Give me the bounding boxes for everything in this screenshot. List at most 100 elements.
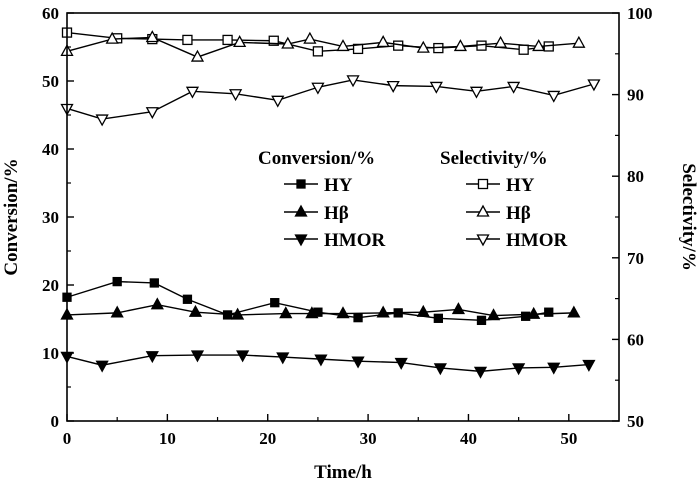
data-point [416, 304, 430, 317]
legend-label: HY [324, 175, 353, 196]
data-point [112, 276, 122, 287]
data-point [433, 363, 447, 376]
series-conversion-2 [60, 350, 596, 379]
x-tick-label: 20 [259, 429, 276, 448]
data-point [279, 306, 293, 319]
y-tick-label: 20 [42, 276, 59, 295]
data-point [486, 308, 501, 321]
data-point [587, 79, 601, 92]
data-point [271, 95, 285, 108]
data-point [453, 39, 468, 52]
data-point [346, 75, 360, 88]
legend-marker [294, 234, 308, 247]
data-point [572, 35, 586, 48]
legend-heading-selectivity: Selectivity/% [440, 148, 548, 169]
data-point [150, 297, 164, 310]
data-point [314, 354, 328, 367]
data-point [182, 294, 193, 304]
data-point [518, 44, 529, 55]
data-point [451, 302, 466, 315]
data-point [433, 313, 443, 323]
series-line [66, 304, 574, 317]
data-point [233, 35, 247, 48]
data-point [236, 350, 250, 363]
data-point [305, 306, 319, 319]
data-point [311, 82, 325, 95]
legend-item: HY [466, 175, 535, 196]
legend-marker [476, 234, 490, 247]
y-tick-label: 30 [42, 208, 59, 227]
y-tick-label: 0 [51, 412, 60, 431]
legend-marker [296, 179, 306, 189]
legend-label: Hβ [506, 203, 531, 224]
data-point [145, 107, 159, 120]
y-axis-title: Conversion/% [1, 158, 22, 275]
data-point [336, 306, 350, 319]
data-point [547, 90, 561, 103]
data-point [190, 49, 205, 62]
data-point [145, 30, 159, 43]
legend-item: HMOR [466, 230, 567, 251]
data-point [532, 39, 546, 52]
data-point [231, 307, 245, 320]
data-point [394, 357, 408, 370]
data-point [353, 312, 363, 323]
legend-entries: HY Hβ HMOR HY Hβ HMOR [284, 175, 567, 251]
data-point [376, 305, 390, 318]
x-tick-label: 30 [360, 429, 377, 448]
data-point [521, 311, 531, 321]
data-point [185, 86, 200, 99]
legend-marker [477, 178, 489, 190]
legend-item: HY [284, 175, 353, 196]
data-point [145, 351, 159, 364]
x-tick-label: 0 [63, 429, 72, 448]
y2-tick-label: 80 [627, 167, 644, 186]
series-selectivity-5 [60, 75, 601, 127]
legend: Conversion/% Selectivity/% HYHβHMORHYHβH… [258, 148, 567, 251]
data-point [268, 35, 279, 46]
data-point [512, 363, 526, 376]
y-tick-label: 60 [42, 4, 59, 23]
data-point [544, 307, 554, 317]
y-tick-label: 40 [42, 140, 59, 159]
y2-tick-label: 70 [627, 249, 644, 268]
legend-item: Hβ [466, 203, 531, 224]
data-point [336, 39, 350, 52]
series-line [66, 36, 579, 58]
legend-label: HY [506, 175, 535, 196]
data-point [110, 305, 124, 318]
data-point [276, 352, 290, 365]
data-point [493, 35, 508, 48]
x-tick-label: 50 [560, 429, 577, 448]
legend-label: Hβ [324, 203, 349, 224]
data-point [149, 278, 159, 288]
ticks-layer: 0 10 20 30 40 50 0 10 20 30 40 50 60 50 60 70 80 90 100 [42, 4, 653, 448]
x-tick-label: 40 [460, 429, 477, 448]
data-point [473, 366, 488, 379]
data-point [270, 298, 280, 308]
series-layer [60, 27, 601, 379]
data-point [312, 46, 324, 57]
data-point [190, 350, 205, 363]
series-line [66, 354, 589, 373]
data-point [476, 315, 487, 326]
y2-tick-label: 60 [627, 330, 644, 349]
data-point [351, 356, 365, 369]
data-point [507, 81, 521, 94]
data-point [386, 80, 400, 93]
data-point [95, 114, 109, 127]
y2-tick-label: 50 [627, 412, 644, 431]
series-line [66, 79, 595, 120]
data-point [182, 34, 193, 46]
data-point [95, 360, 109, 373]
legend-label: HMOR [324, 230, 385, 251]
y2-tick-label: 90 [627, 86, 644, 105]
data-point [547, 362, 561, 375]
data-point [469, 86, 484, 99]
y-tick-label: 10 [42, 344, 59, 363]
data-point [222, 34, 233, 46]
x-tick-label: 10 [159, 429, 176, 448]
data-point [582, 359, 596, 372]
y2-axis-title: Selectivity/% [678, 163, 699, 271]
data-point [303, 31, 317, 44]
